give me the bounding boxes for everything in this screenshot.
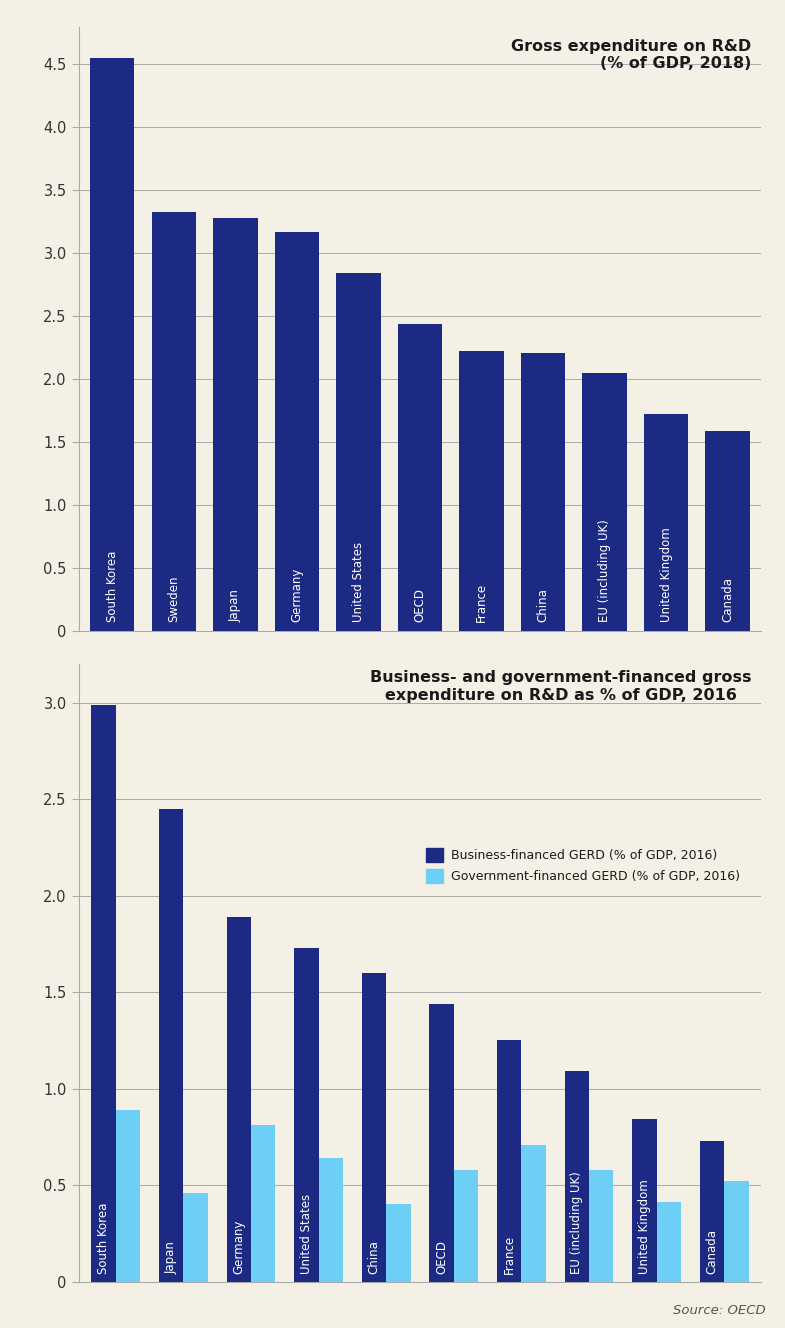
Text: Germany: Germany (290, 567, 304, 622)
Text: OECD: OECD (435, 1240, 448, 1274)
Text: France: France (475, 583, 488, 622)
Bar (386, 1204, 411, 1282)
Text: United States: United States (300, 1194, 313, 1274)
Text: EU (including UK): EU (including UK) (571, 1171, 583, 1274)
Text: United Kingdom: United Kingdom (638, 1179, 651, 1274)
Text: EU (including UK): EU (including UK) (598, 519, 611, 622)
Text: Business- and government-financed gross
expenditure on R&D as % of GDP, 2016: Business- and government-financed gross … (370, 671, 751, 703)
Bar (644, 414, 688, 631)
Text: OECD: OECD (414, 588, 426, 622)
Bar (700, 1141, 725, 1282)
Text: Japan: Japan (165, 1240, 177, 1274)
Bar (251, 1125, 276, 1282)
Bar (589, 1170, 613, 1282)
Text: Canada: Canada (706, 1228, 718, 1274)
Text: Japan: Japan (229, 590, 242, 622)
Text: China: China (536, 588, 550, 622)
Bar (90, 58, 134, 631)
Bar (706, 430, 750, 631)
Text: Canada: Canada (721, 576, 734, 622)
Bar (159, 809, 184, 1282)
Text: South Korea: South Korea (106, 551, 119, 622)
Bar (319, 1158, 343, 1282)
Bar (521, 1145, 546, 1282)
Bar (275, 232, 319, 631)
Text: United Kingdom: United Kingdom (659, 527, 673, 622)
Bar (725, 1181, 749, 1282)
Bar (115, 1110, 140, 1282)
Text: Germany: Germany (232, 1219, 245, 1274)
Bar (91, 705, 115, 1282)
Text: Sweden: Sweden (167, 575, 181, 622)
Bar (152, 211, 196, 631)
Bar (582, 373, 626, 631)
Text: South Korea: South Korea (97, 1202, 110, 1274)
Bar (214, 218, 257, 631)
Bar (184, 1193, 208, 1282)
Bar (656, 1202, 681, 1282)
Bar (454, 1170, 478, 1282)
Bar (398, 324, 442, 631)
Text: United States: United States (352, 542, 365, 622)
Legend: Business-financed GERD (% of GDP, 2016), Government-financed GERD (% of GDP, 201: Business-financed GERD (% of GDP, 2016),… (421, 843, 745, 888)
Bar (497, 1040, 521, 1282)
Text: China: China (367, 1240, 381, 1274)
Text: Source: OECD: Source: OECD (673, 1304, 765, 1317)
Bar (459, 352, 504, 631)
Bar (564, 1072, 589, 1282)
Text: France: France (502, 1235, 516, 1274)
Bar (227, 916, 251, 1282)
Bar (521, 353, 565, 631)
Text: Gross expenditure on R&D
(% of GDP, 2018): Gross expenditure on R&D (% of GDP, 2018… (511, 39, 751, 70)
Bar (362, 972, 386, 1282)
Bar (632, 1120, 656, 1282)
Bar (294, 948, 319, 1282)
Bar (429, 1004, 454, 1282)
Bar (336, 274, 381, 631)
